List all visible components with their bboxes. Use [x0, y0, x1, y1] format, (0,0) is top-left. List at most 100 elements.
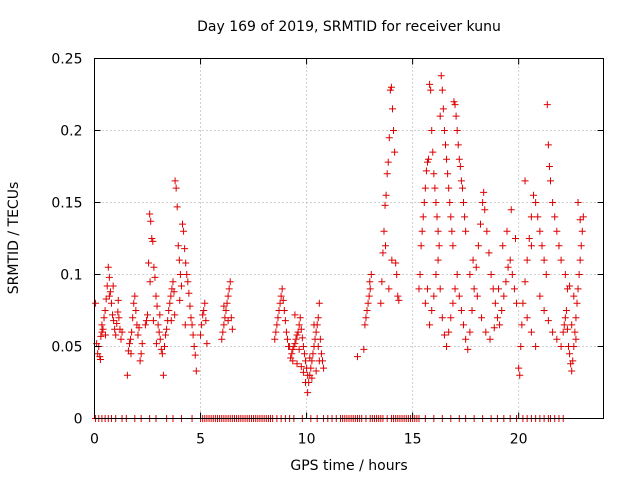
data-point	[188, 321, 196, 329]
data-point	[156, 335, 164, 343]
data-point	[312, 328, 320, 336]
data-point	[527, 242, 535, 250]
data-point	[452, 112, 460, 120]
x-tick-label: 20	[510, 432, 528, 448]
data-point	[295, 345, 303, 353]
data-point	[448, 227, 456, 235]
data-point	[315, 299, 323, 307]
data-point	[177, 282, 185, 290]
data-point	[480, 188, 488, 196]
data-point	[184, 278, 192, 286]
data-point	[544, 141, 552, 149]
data-point	[478, 314, 486, 322]
data-point	[223, 299, 231, 307]
data-point	[508, 271, 516, 278]
data-point	[361, 321, 369, 329]
data-point	[388, 256, 396, 264]
data-point	[435, 242, 443, 250]
data-point	[549, 328, 557, 336]
data-point	[473, 292, 481, 300]
data-point	[115, 314, 123, 322]
data-point	[521, 177, 529, 185]
x-tick-label: 0	[90, 432, 99, 448]
data-point	[510, 285, 518, 293]
data-point	[292, 335, 300, 343]
data-point	[525, 235, 533, 242]
data-point	[186, 302, 194, 310]
data-point	[416, 271, 424, 278]
data-point	[181, 245, 189, 253]
data-point	[384, 158, 392, 166]
data-point	[189, 331, 197, 339]
data-point	[546, 177, 554, 185]
data-point	[132, 307, 140, 314]
data-point	[436, 112, 444, 120]
data-point	[523, 256, 531, 264]
data-point	[462, 227, 470, 235]
data-point	[523, 314, 531, 322]
data-point	[279, 296, 287, 304]
data-point	[109, 282, 117, 290]
data-point	[419, 213, 427, 221]
data-point	[527, 328, 535, 336]
data-point	[360, 345, 368, 353]
data-point	[532, 343, 540, 350]
data-point	[445, 184, 453, 192]
data-point	[571, 328, 579, 336]
data-point	[218, 335, 226, 343]
data-point	[563, 285, 571, 293]
data-point	[316, 335, 324, 343]
data-point	[486, 335, 494, 343]
data-point	[118, 328, 126, 336]
data-point	[187, 314, 195, 322]
data-point	[527, 213, 535, 221]
data-point	[293, 331, 301, 339]
data-point	[425, 155, 433, 163]
data-point	[515, 364, 523, 372]
data-point	[487, 271, 495, 278]
data-point	[224, 292, 232, 300]
axes: 0 0.05 0.1 0.15 0.2 0.25 0 5 10 15 20	[51, 52, 604, 448]
data-point	[378, 278, 386, 286]
data-point	[96, 355, 104, 363]
data-point	[152, 340, 160, 348]
data-point	[423, 158, 431, 166]
data-point	[553, 335, 561, 343]
data-point	[434, 227, 442, 235]
data-point	[314, 343, 322, 350]
data-point	[201, 299, 209, 307]
data-point	[441, 141, 449, 149]
y-axis-label: SRMTID / TECUs	[6, 182, 22, 295]
data-point	[450, 98, 458, 106]
data-point	[282, 328, 290, 336]
data-point	[362, 314, 370, 322]
data-point	[113, 319, 121, 327]
y-tick-label: 0.05	[51, 340, 82, 356]
data-point	[432, 199, 440, 206]
data-point	[382, 191, 390, 199]
data-point	[171, 177, 179, 185]
data-point	[127, 335, 135, 343]
data-point	[159, 371, 167, 379]
data-point	[106, 288, 114, 296]
data-point	[171, 311, 179, 319]
data-point	[220, 321, 228, 329]
data-point	[310, 321, 318, 329]
data-point	[474, 242, 482, 250]
data-point	[225, 285, 233, 293]
data-point	[387, 83, 395, 91]
data-point	[302, 379, 310, 386]
data-point	[157, 345, 165, 353]
data-point	[469, 256, 477, 264]
data-point	[440, 127, 448, 134]
data-point	[455, 292, 463, 300]
data-point	[273, 321, 281, 329]
data-point	[363, 307, 371, 314]
data-point	[562, 307, 570, 314]
data-point	[276, 299, 284, 307]
y-tick-label: 0.25	[51, 52, 82, 68]
data-point	[175, 256, 183, 264]
data-point	[366, 285, 374, 293]
data-point	[468, 307, 476, 314]
data-point	[302, 357, 310, 365]
